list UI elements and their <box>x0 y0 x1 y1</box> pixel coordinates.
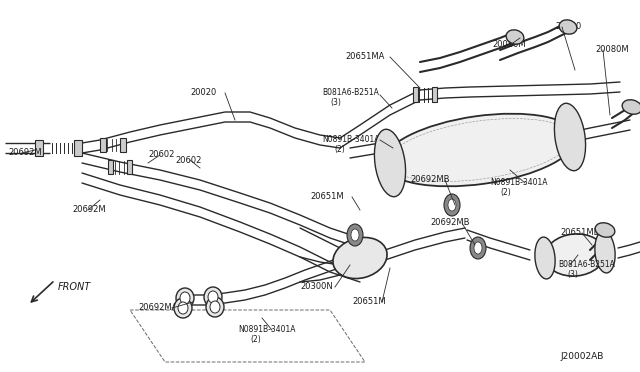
Text: 20602: 20602 <box>175 156 202 165</box>
Text: B081A6-B251A: B081A6-B251A <box>322 88 379 97</box>
Ellipse shape <box>208 291 218 303</box>
Ellipse shape <box>178 302 188 314</box>
Ellipse shape <box>474 242 482 254</box>
Text: N0891B-3401A: N0891B-3401A <box>238 325 296 334</box>
Text: 20651M: 20651M <box>352 297 386 306</box>
Ellipse shape <box>210 301 220 313</box>
Text: 20692MB: 20692MB <box>430 218 470 227</box>
Text: 20651M: 20651M <box>310 192 344 201</box>
Bar <box>100 138 106 152</box>
Bar <box>127 160 132 174</box>
Text: 20651MB: 20651MB <box>560 228 600 237</box>
Bar <box>120 138 126 152</box>
Ellipse shape <box>559 20 577 34</box>
Ellipse shape <box>347 224 363 246</box>
Bar <box>74 140 82 156</box>
Ellipse shape <box>374 129 406 197</box>
Text: B081A6-B251A: B081A6-B251A <box>558 260 615 269</box>
Ellipse shape <box>383 114 577 186</box>
Ellipse shape <box>448 199 456 211</box>
Text: 20080M: 20080M <box>492 40 525 49</box>
Text: (2): (2) <box>334 145 345 154</box>
Ellipse shape <box>204 287 222 307</box>
Text: 20020: 20020 <box>190 88 216 97</box>
Ellipse shape <box>180 292 190 304</box>
Ellipse shape <box>595 223 615 237</box>
Text: (3): (3) <box>567 270 578 279</box>
Bar <box>108 160 113 174</box>
Ellipse shape <box>470 237 486 259</box>
Text: FRONT: FRONT <box>58 282 92 292</box>
Text: 20100: 20100 <box>555 22 581 31</box>
Bar <box>432 87 437 102</box>
Bar <box>35 140 43 156</box>
Text: 20651MA: 20651MA <box>345 52 385 61</box>
Text: N0891B-3401A: N0891B-3401A <box>490 178 547 187</box>
Text: 20692MA: 20692MA <box>138 303 177 312</box>
Ellipse shape <box>622 100 640 114</box>
Text: J20002AB: J20002AB <box>560 352 604 361</box>
Ellipse shape <box>545 234 605 276</box>
Ellipse shape <box>535 237 555 279</box>
Text: (2): (2) <box>250 335 260 344</box>
Ellipse shape <box>206 297 224 317</box>
Text: 20300N: 20300N <box>300 282 333 291</box>
Ellipse shape <box>351 229 359 241</box>
Ellipse shape <box>174 298 192 318</box>
Ellipse shape <box>506 30 524 44</box>
Text: N0891B-3401A: N0891B-3401A <box>322 135 380 144</box>
Ellipse shape <box>595 231 615 273</box>
Text: 20692MB: 20692MB <box>410 175 449 184</box>
Text: (2): (2) <box>500 188 511 197</box>
Ellipse shape <box>444 194 460 216</box>
Ellipse shape <box>554 103 586 171</box>
Text: 20692M: 20692M <box>72 205 106 214</box>
Ellipse shape <box>176 288 194 308</box>
Text: 20602: 20602 <box>148 150 174 159</box>
Ellipse shape <box>333 237 387 279</box>
Text: (3): (3) <box>330 98 341 107</box>
Text: 20692M: 20692M <box>8 148 42 157</box>
Text: 20080M: 20080M <box>595 45 628 54</box>
Bar <box>413 87 418 102</box>
